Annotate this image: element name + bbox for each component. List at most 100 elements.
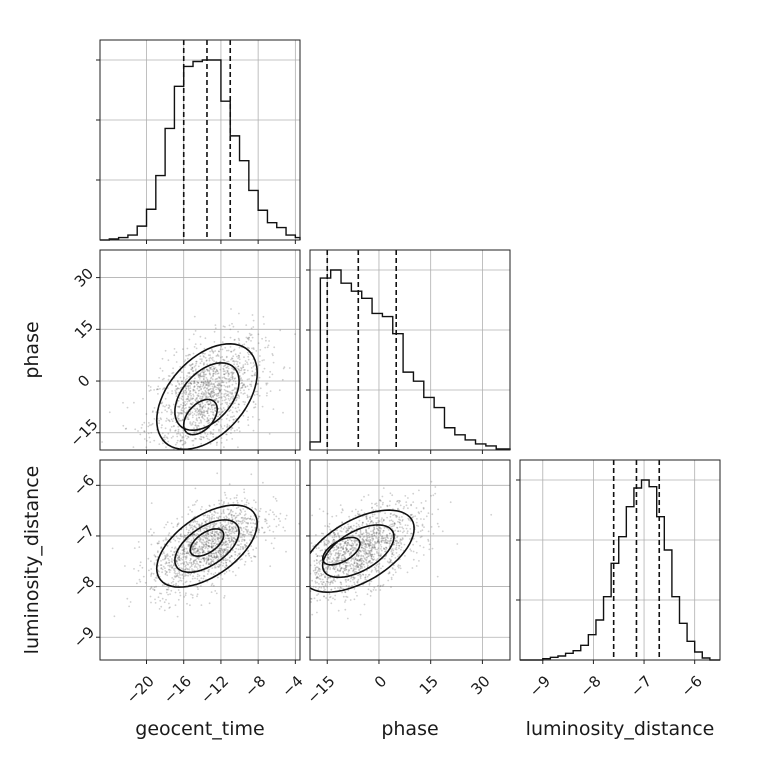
- scatter-point: [252, 348, 255, 350]
- scatter-point: [191, 363, 194, 365]
- scatter-point: [215, 369, 218, 372]
- scatter-point: [332, 567, 335, 569]
- scatter-point: [361, 557, 363, 560]
- scatter-point: [359, 536, 362, 538]
- scatter-point: [307, 617, 309, 619]
- scatter-point: [249, 539, 251, 541]
- scatter-point: [355, 543, 358, 546]
- scatter-point: [200, 421, 203, 424]
- scatter-point: [333, 577, 335, 580]
- scatter-point: [196, 593, 199, 596]
- scatter-point: [196, 396, 199, 399]
- scatter-point: [213, 566, 216, 569]
- scatter-point: [222, 525, 225, 527]
- scatter-point: [200, 436, 203, 438]
- scatter-point: [181, 573, 184, 576]
- scatter-point: [251, 314, 254, 316]
- scatter-point: [148, 422, 150, 424]
- scatter-point: [208, 373, 211, 375]
- scatter-point: [340, 530, 343, 533]
- scatter-point: [302, 547, 304, 549]
- scatter-point: [214, 373, 217, 375]
- scatter-point: [391, 494, 394, 497]
- scatter-point: [218, 389, 221, 391]
- scatter-point: [192, 397, 195, 400]
- scatter-point: [153, 589, 156, 592]
- scatter-point: [366, 543, 369, 545]
- scatter-point: [201, 522, 204, 525]
- scatter-point: [178, 382, 181, 385]
- scatter-point: [316, 559, 318, 562]
- scatter-point: [383, 526, 386, 529]
- scatter-point: [167, 554, 169, 557]
- scatter-point: [205, 543, 208, 546]
- scatter-point: [230, 358, 232, 361]
- scatter-point: [235, 516, 238, 518]
- scatter-point: [345, 527, 348, 530]
- scatter-point: [361, 546, 363, 549]
- scatter-point: [236, 396, 238, 399]
- scatter-point: [239, 378, 242, 381]
- scatter-point: [175, 575, 178, 578]
- scatter-point: [198, 553, 201, 555]
- scatter-point: [215, 444, 218, 446]
- scatter-point: [213, 517, 216, 520]
- scatter-point: [204, 370, 206, 372]
- scatter-point: [371, 533, 374, 536]
- scatter-point: [268, 513, 270, 516]
- scatter-point: [376, 552, 378, 554]
- scatter-point: [390, 512, 392, 515]
- scatter-point: [163, 526, 166, 529]
- scatter-point: [219, 549, 222, 552]
- scatter-point: [231, 373, 234, 376]
- scatter-point: [222, 558, 225, 561]
- scatter-point: [188, 414, 190, 417]
- tick-label-x: 15: [416, 672, 442, 698]
- scatter-point: [184, 435, 187, 437]
- scatter-point: [420, 502, 423, 504]
- scatter-point: [224, 396, 227, 399]
- scatter-point: [209, 379, 212, 382]
- scatter-point: [186, 602, 188, 605]
- scatter-point: [434, 486, 437, 488]
- scatter-point: [204, 520, 207, 523]
- scatter-point: [144, 451, 146, 453]
- scatter-point: [365, 534, 368, 536]
- scatter-point: [210, 591, 213, 593]
- scatter-point: [219, 550, 221, 553]
- scatter-point: [249, 334, 252, 337]
- scatter-point: [359, 549, 361, 552]
- scatter-point: [228, 377, 231, 380]
- scatter-point: [340, 545, 343, 548]
- scatter-point: [204, 521, 207, 523]
- scatter-point: [344, 561, 347, 564]
- scatter-point: [384, 536, 386, 539]
- scatter-point: [225, 571, 228, 573]
- scatter-point: [377, 529, 380, 532]
- scatter-point: [205, 534, 208, 537]
- scatter-point: [237, 406, 240, 409]
- scatter-point: [195, 398, 198, 400]
- scatter-point: [161, 597, 164, 600]
- scatter-point: [234, 377, 237, 380]
- scatter-point: [202, 550, 205, 553]
- scatter-point: [237, 548, 240, 551]
- scatter-point: [313, 564, 316, 567]
- scatter-point: [231, 411, 234, 414]
- scatter-point: [238, 371, 241, 374]
- scatter-point: [224, 385, 227, 388]
- tick-label-y: −9: [70, 623, 98, 651]
- scatter-point: [163, 387, 166, 389]
- scatter-point: [212, 436, 215, 438]
- scatter-point: [196, 533, 199, 535]
- scatter-point: [325, 570, 328, 573]
- scatter-point: [213, 368, 216, 370]
- scatter-point: [151, 422, 154, 425]
- scatter-point: [189, 566, 192, 569]
- scatter-point: [111, 547, 114, 550]
- scatter-point: [336, 552, 339, 555]
- scatter-point: [168, 419, 171, 422]
- scatter-point: [252, 401, 255, 404]
- scatter-point: [310, 542, 313, 544]
- scatter-point: [170, 522, 173, 525]
